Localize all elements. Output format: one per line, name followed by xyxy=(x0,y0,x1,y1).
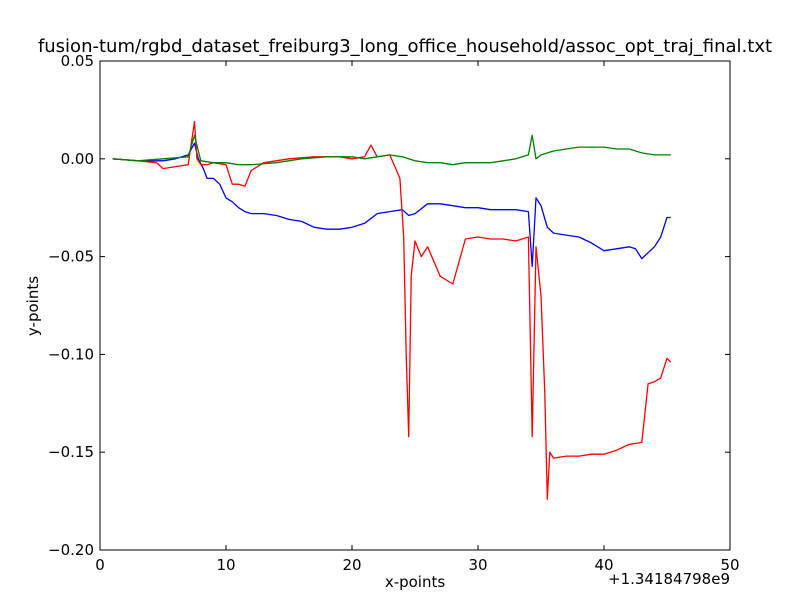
y-tick-label: −0.20 xyxy=(48,541,94,559)
y-tick-label: −0.05 xyxy=(48,248,94,266)
plot-area xyxy=(112,120,672,500)
y-axis-label: y-points xyxy=(24,276,42,336)
y-tick-label: 0.00 xyxy=(61,150,94,168)
x-axis-label: x-points xyxy=(385,573,446,591)
x-axis: 0 10 20 30 40 50 xyxy=(95,61,740,574)
x-tick-label: 20 xyxy=(342,556,361,574)
chart-title: fusion-tum/rgbd_dataset_freiburg3_long_o… xyxy=(38,36,772,57)
series-line-3 xyxy=(112,134,671,166)
x-tick-label: 30 xyxy=(468,556,487,574)
x-offset-label: +1.34184798e9 xyxy=(608,570,730,588)
y-tick-label: −0.15 xyxy=(48,443,94,461)
y-tick-label: 0.05 xyxy=(61,52,94,70)
y-axis: 0.05 0.00 −0.05 −0.10 −0.15 −0.20 xyxy=(48,52,730,559)
x-tick-label: 50 xyxy=(720,556,739,574)
series-line-2 xyxy=(112,120,672,500)
x-tick-label: 40 xyxy=(594,556,613,574)
axes-frame xyxy=(99,60,731,551)
y-tick-label: −0.10 xyxy=(48,345,94,363)
x-tick-label: 10 xyxy=(216,556,235,574)
x-tick-label: 0 xyxy=(95,556,105,574)
series-line-1 xyxy=(112,142,671,268)
